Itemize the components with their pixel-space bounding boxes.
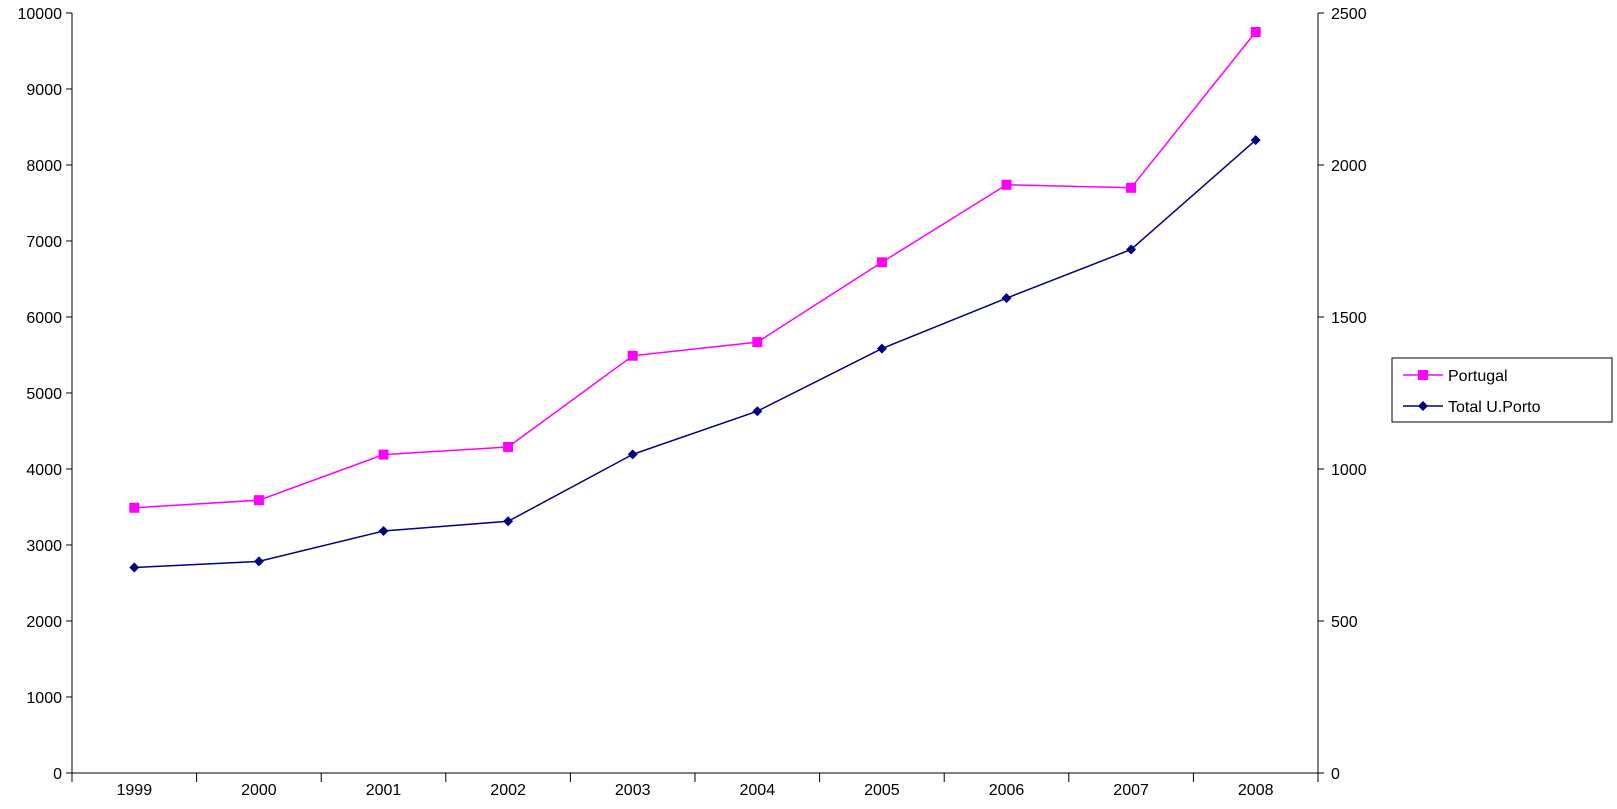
y-left-tick-label: 1000 bbox=[26, 690, 62, 707]
y-left-tick-label: 6000 bbox=[26, 310, 62, 327]
data-point-total-u-porto bbox=[253, 556, 264, 567]
data-point-total-u-porto bbox=[1001, 293, 1012, 304]
data-point-portugal bbox=[876, 257, 887, 268]
series-line-portugal bbox=[134, 31, 1257, 509]
legend-item-portugal: Portugal bbox=[1403, 368, 1508, 385]
y-right-tick-label: 500 bbox=[1331, 614, 1358, 631]
series-line-total-u-porto bbox=[134, 139, 1257, 569]
x-tick-label: 2004 bbox=[740, 782, 776, 799]
legend-label-total-uporto: Total U.Porto bbox=[1448, 399, 1541, 416]
y-left-tick-label: 9000 bbox=[26, 82, 62, 99]
data-point-portugal bbox=[1250, 27, 1261, 37]
y-right-tick-label: 2000 bbox=[1331, 158, 1367, 175]
x-tick-label: 2000 bbox=[241, 782, 277, 799]
legend-marker-portugal bbox=[1418, 370, 1428, 380]
y-left-tick-label: 2000 bbox=[26, 614, 62, 631]
data-point-total-u-porto bbox=[1126, 244, 1137, 255]
x-tick-label: 2008 bbox=[1238, 782, 1274, 799]
y-left-tick-label: 10000 bbox=[18, 6, 63, 23]
data-point-total-u-porto bbox=[129, 562, 140, 573]
y-right-tick-label: 0 bbox=[1331, 766, 1340, 783]
legend-item-total-uporto: Total U.Porto bbox=[1403, 399, 1541, 416]
y-left-tick-label: 8000 bbox=[26, 158, 62, 175]
y-right-tick-label: 2500 bbox=[1331, 6, 1367, 23]
y-left-tick-label: 3000 bbox=[26, 538, 62, 555]
y-left-tick-label: 5000 bbox=[26, 386, 62, 403]
data-point-portugal bbox=[752, 337, 763, 348]
y-left-tick-label: 7000 bbox=[26, 234, 62, 251]
x-tick-label: 1999 bbox=[117, 782, 153, 799]
data-point-total-u-porto bbox=[752, 406, 763, 417]
x-tick-label: 2005 bbox=[864, 782, 900, 799]
data-point-portugal bbox=[627, 350, 638, 361]
legend-box bbox=[1391, 357, 1613, 423]
data-point-total-u-porto bbox=[876, 343, 887, 354]
x-tick-label: 2007 bbox=[1113, 782, 1149, 799]
data-point-portugal bbox=[253, 495, 264, 506]
data-point-portugal bbox=[129, 502, 140, 513]
x-tick-label: 2002 bbox=[490, 782, 526, 799]
data-point-total-u-porto bbox=[1250, 135, 1261, 146]
legend-marker-total-uporto bbox=[1418, 401, 1428, 411]
axes-group: 0100020003000400050006000700080009000100… bbox=[18, 6, 1367, 799]
data-point-portugal bbox=[1126, 182, 1137, 193]
y-left-tick-label: 0 bbox=[53, 766, 62, 783]
data-point-portugal bbox=[1001, 179, 1012, 190]
legend-label-portugal: Portugal bbox=[1448, 368, 1508, 385]
x-tick-label: 2006 bbox=[989, 782, 1025, 799]
data-point-total-u-porto bbox=[378, 526, 389, 537]
x-tick-label: 2001 bbox=[366, 782, 402, 799]
data-point-total-u-porto bbox=[627, 449, 638, 460]
data-point-portugal bbox=[378, 449, 389, 460]
y-left-tick-label: 4000 bbox=[26, 462, 62, 479]
y-right-tick-label: 1500 bbox=[1331, 310, 1367, 327]
data-point-total-u-porto bbox=[503, 516, 514, 527]
data-point-portugal bbox=[503, 441, 514, 452]
legend: Portugal Total U.Porto bbox=[1391, 357, 1613, 423]
y-right-tick-label: 1000 bbox=[1331, 462, 1367, 479]
x-tick-label: 2003 bbox=[615, 782, 651, 799]
series-group bbox=[129, 27, 1261, 573]
